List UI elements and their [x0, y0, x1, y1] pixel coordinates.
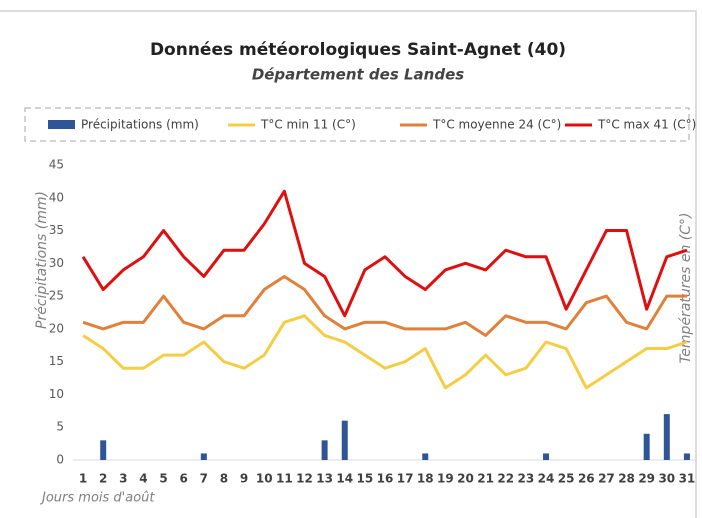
x-tick-label: 27 [598, 472, 615, 486]
x-tick-label: 3 [119, 472, 127, 486]
y-tick-label: 25 [49, 289, 64, 303]
x-tick-label: 13 [316, 472, 333, 486]
x-tick-label: 10 [256, 472, 273, 486]
x-tick-label: 18 [417, 472, 434, 486]
x-tick-label: 8 [220, 472, 228, 486]
legend-label: Précipitations (mm) [81, 118, 199, 132]
x-tick-label: 1 [79, 472, 87, 486]
bar [321, 440, 328, 460]
chart-subtitle: Département des Landes [252, 66, 464, 84]
legend-label: T°C max 41 (C°) [597, 118, 696, 132]
y-axis-label: Précipitations (mm) [34, 191, 50, 329]
x-tick-label: 4 [139, 472, 147, 486]
y-tick-label: 0 [56, 453, 64, 467]
bar [100, 440, 107, 460]
y-tick-label: 45 [49, 158, 64, 172]
x-tick-label: 14 [336, 472, 353, 486]
x-tick-label: 19 [437, 472, 454, 486]
x-tick-label: 26 [578, 472, 595, 486]
y-tick-label: 5 [56, 420, 64, 434]
x-tick-label: 11 [276, 472, 293, 486]
legend-label: T°C min 11 (C°) [260, 118, 356, 132]
x-tick-label: 16 [377, 472, 394, 486]
bar [663, 414, 670, 460]
x-tick-label: 30 [658, 472, 675, 486]
bar [422, 453, 429, 460]
x-tick-label: 5 [159, 472, 167, 486]
x-axis-label: Jours mois d'août [39, 491, 155, 506]
x-tick-label: 9 [240, 472, 248, 486]
x-tick-label: 6 [180, 472, 188, 486]
x-tick-label: 25 [558, 472, 575, 486]
x-tick-label: 23 [518, 472, 535, 486]
y2-axis-label: Températures en (C°) [678, 212, 694, 363]
frame [0, 10, 697, 518]
y-tick-label: 40 [49, 190, 64, 204]
bar [683, 453, 690, 460]
x-tick-label: 2 [99, 472, 107, 486]
y-tick-label: 35 [49, 223, 64, 237]
x-tick-label: 22 [497, 472, 514, 486]
x-tick-label: 17 [397, 472, 414, 486]
legend-box [24, 107, 690, 142]
y-tick-label: 10 [49, 387, 64, 401]
y-tick-label: 20 [49, 321, 64, 335]
x-tick-label: 24 [538, 472, 555, 486]
legend-swatch [48, 120, 75, 129]
x-tick-label: 31 [679, 472, 696, 486]
x-tick-label: 28 [618, 472, 635, 486]
line [81, 189, 688, 318]
bar [341, 420, 348, 460]
y-tick-label: 30 [49, 256, 64, 270]
x-tick-label: 15 [357, 472, 374, 486]
x-tick-label: 12 [296, 472, 313, 486]
line [82, 314, 688, 390]
y-tick-label: 15 [49, 354, 64, 368]
legend-label: T°C moyenne 24 (C°) [432, 118, 561, 132]
chart-title: Données météorologiques Saint-Agnet (40) [150, 40, 566, 60]
bar [543, 453, 550, 460]
bar [643, 433, 650, 460]
x-tick-label: 29 [638, 472, 655, 486]
x-tick-label: 21 [477, 472, 494, 486]
bar [200, 453, 207, 460]
x-tick-label: 7 [200, 472, 208, 486]
x-tick-label: 20 [457, 472, 474, 486]
line [82, 274, 687, 337]
